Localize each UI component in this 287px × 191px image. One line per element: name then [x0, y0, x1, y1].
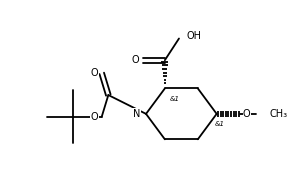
- Text: O: O: [90, 68, 98, 78]
- Text: &1: &1: [170, 96, 180, 102]
- Text: O: O: [90, 112, 98, 122]
- Text: N: N: [133, 109, 140, 119]
- Text: CH₃: CH₃: [269, 109, 287, 119]
- Text: &1: &1: [215, 121, 225, 127]
- Text: O: O: [132, 55, 139, 65]
- Text: O: O: [243, 109, 251, 119]
- Text: OH: OH: [187, 31, 201, 41]
